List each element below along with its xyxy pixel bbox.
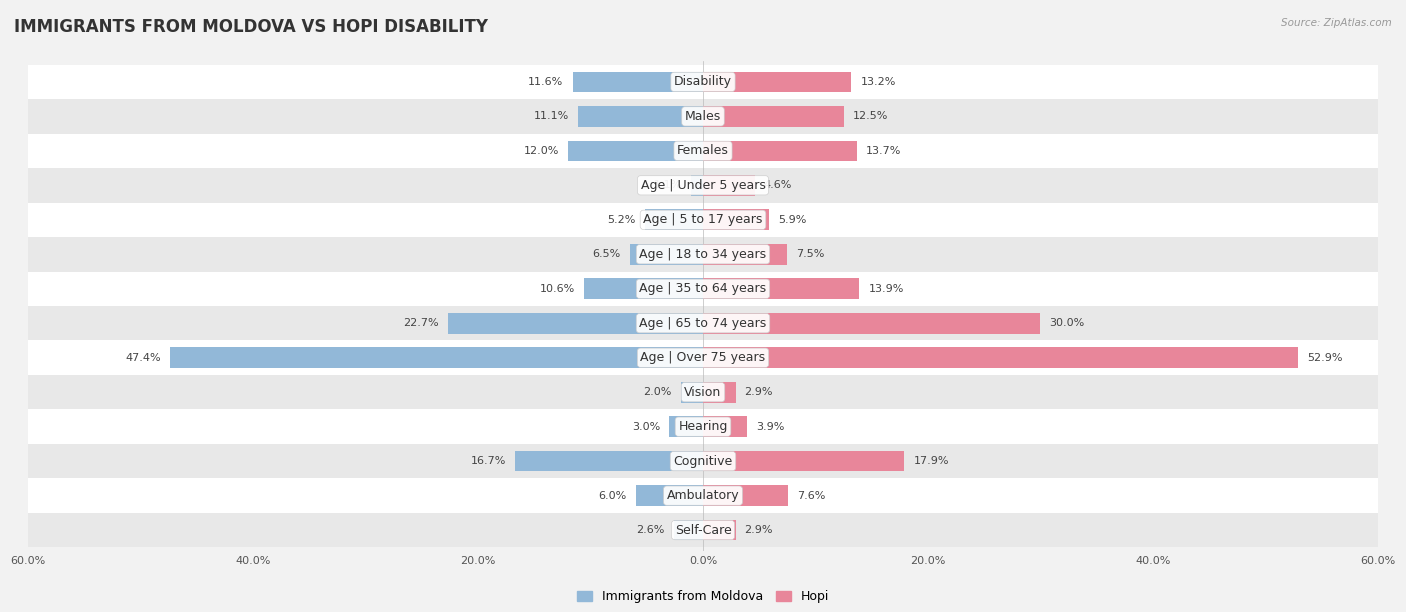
Text: 30.0%: 30.0% [1049,318,1084,328]
Text: 13.7%: 13.7% [866,146,901,156]
Bar [703,175,755,196]
Bar [703,348,1298,368]
Bar [28,168,1378,203]
Text: 11.6%: 11.6% [529,77,564,87]
Bar [28,409,1378,444]
Text: 5.2%: 5.2% [607,215,636,225]
Text: 22.7%: 22.7% [404,318,439,328]
Bar [447,313,703,334]
Bar [703,451,904,471]
Text: 52.9%: 52.9% [1308,353,1343,363]
Text: 13.2%: 13.2% [860,77,896,87]
Bar [515,451,703,471]
Bar [703,106,844,127]
Text: 7.6%: 7.6% [797,491,825,501]
Bar [28,133,1378,168]
Bar [690,175,703,196]
Bar [28,237,1378,272]
Text: 12.0%: 12.0% [523,146,560,156]
Bar [703,209,769,230]
Text: Age | 35 to 64 years: Age | 35 to 64 years [640,282,766,295]
Legend: Immigrants from Moldova, Hopi: Immigrants from Moldova, Hopi [576,591,830,603]
Bar [170,348,703,368]
Text: Source: ZipAtlas.com: Source: ZipAtlas.com [1281,18,1392,28]
Bar [703,313,1040,334]
Text: 4.6%: 4.6% [763,181,792,190]
Text: 5.9%: 5.9% [779,215,807,225]
Text: Age | 18 to 34 years: Age | 18 to 34 years [640,248,766,261]
Bar [28,340,1378,375]
Bar [630,244,703,264]
Text: 7.5%: 7.5% [796,249,825,259]
Bar [673,520,703,540]
Text: IMMIGRANTS FROM MOLDOVA VS HOPI DISABILITY: IMMIGRANTS FROM MOLDOVA VS HOPI DISABILI… [14,18,488,36]
Text: Hearing: Hearing [678,420,728,433]
Bar [28,479,1378,513]
Bar [703,485,789,506]
Text: 10.6%: 10.6% [540,284,575,294]
Text: Males: Males [685,110,721,123]
Text: Age | Under 5 years: Age | Under 5 years [641,179,765,192]
Bar [568,141,703,161]
Text: 2.9%: 2.9% [745,387,773,397]
Bar [28,65,1378,99]
Bar [669,416,703,437]
Bar [28,203,1378,237]
Bar [703,416,747,437]
Text: 17.9%: 17.9% [914,456,949,466]
Bar [703,244,787,264]
Bar [583,278,703,299]
Text: 6.5%: 6.5% [593,249,621,259]
Bar [28,375,1378,409]
Bar [644,209,703,230]
Text: 3.0%: 3.0% [633,422,661,431]
Bar [28,272,1378,306]
Bar [703,520,735,540]
Text: 16.7%: 16.7% [471,456,506,466]
Text: Females: Females [678,144,728,157]
Bar [572,72,703,92]
Bar [28,513,1378,547]
Text: Age | 65 to 74 years: Age | 65 to 74 years [640,317,766,330]
Text: Vision: Vision [685,386,721,398]
Bar [28,444,1378,479]
Text: Age | Over 75 years: Age | Over 75 years [641,351,765,364]
Bar [703,278,859,299]
Text: Ambulatory: Ambulatory [666,489,740,502]
Bar [703,141,858,161]
Bar [703,382,735,403]
Text: Disability: Disability [673,75,733,88]
Text: 2.9%: 2.9% [745,525,773,535]
Text: Age | 5 to 17 years: Age | 5 to 17 years [644,214,762,226]
Text: 1.1%: 1.1% [654,181,682,190]
Text: 13.9%: 13.9% [869,284,904,294]
Bar [681,382,703,403]
Text: 12.5%: 12.5% [852,111,889,121]
Text: 2.6%: 2.6% [637,525,665,535]
Bar [703,72,852,92]
Text: 3.9%: 3.9% [756,422,785,431]
Bar [28,99,1378,133]
Text: 11.1%: 11.1% [534,111,569,121]
Bar [28,306,1378,340]
Text: Cognitive: Cognitive [673,455,733,468]
Text: 6.0%: 6.0% [599,491,627,501]
Bar [578,106,703,127]
Text: Self-Care: Self-Care [675,524,731,537]
Bar [636,485,703,506]
Text: 47.4%: 47.4% [125,353,160,363]
Text: 2.0%: 2.0% [643,387,672,397]
